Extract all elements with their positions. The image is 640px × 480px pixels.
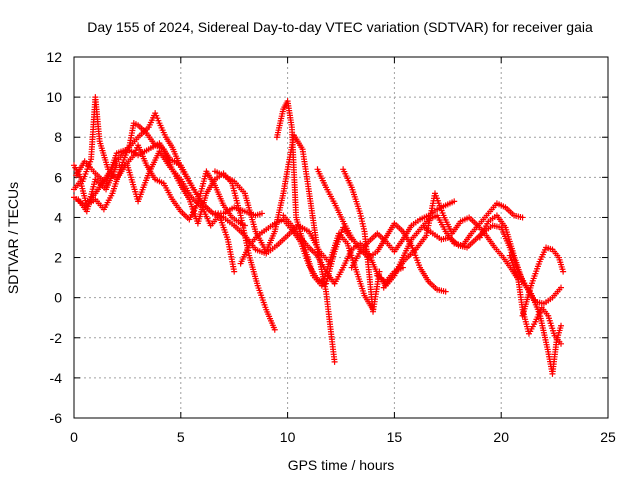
data-point	[442, 288, 449, 295]
data-point	[331, 358, 338, 365]
y-tick-label: 2	[54, 250, 62, 266]
y-tick-label: 10	[46, 89, 62, 105]
x-tick-label: 10	[280, 429, 296, 445]
series-track-7	[273, 98, 377, 313]
y-tick-label: 4	[54, 209, 62, 225]
y-tick-label: 0	[54, 290, 62, 306]
series-track-18	[519, 244, 567, 319]
series-track-13	[380, 190, 522, 291]
y-tick-label: 6	[54, 169, 62, 185]
data-points	[71, 94, 567, 377]
y-axis-label: SDTVAR / TECUs	[5, 182, 21, 294]
series-track-14	[374, 264, 406, 285]
series-track-11	[340, 166, 383, 315]
series-track-12	[348, 198, 458, 271]
data-point	[558, 322, 565, 329]
data-point	[558, 284, 565, 291]
y-tick-label: -6	[50, 410, 63, 426]
series-track-15	[421, 222, 565, 307]
x-tick-label: 20	[493, 429, 509, 445]
chart-title: Day 155 of 2024, Sidereal Day-to-day VTE…	[87, 19, 593, 35]
plot-frame	[73, 56, 609, 419]
y-tick-label: -2	[50, 330, 63, 346]
series-track-17	[506, 252, 565, 347]
x-tick-label: 0	[70, 429, 78, 445]
data-point	[399, 264, 406, 271]
data-point	[231, 268, 238, 275]
data-point	[376, 268, 383, 275]
x-tick-label: 15	[387, 429, 403, 445]
y-tick-label: 8	[54, 129, 62, 145]
series-track-16	[476, 212, 565, 377]
y-tick-label: 12	[46, 49, 62, 65]
data-point	[558, 340, 565, 347]
x-tick-label: 5	[177, 429, 185, 445]
series-track-5	[71, 110, 334, 267]
data-point	[271, 326, 278, 333]
data-point	[560, 268, 567, 275]
y-tick-label: -4	[50, 370, 63, 386]
data-point	[519, 214, 526, 221]
axis-ticks: 0 5 10 15 20 25 -6 -4 -2 0 2 4 6 8 10 12	[46, 49, 616, 445]
data-point	[451, 198, 458, 205]
data-point	[258, 210, 265, 217]
x-tick-label: 25	[600, 429, 616, 445]
series-track-1	[71, 94, 248, 229]
grid-lines	[74, 57, 608, 418]
x-axis-label: GPS time / hours	[288, 457, 395, 473]
